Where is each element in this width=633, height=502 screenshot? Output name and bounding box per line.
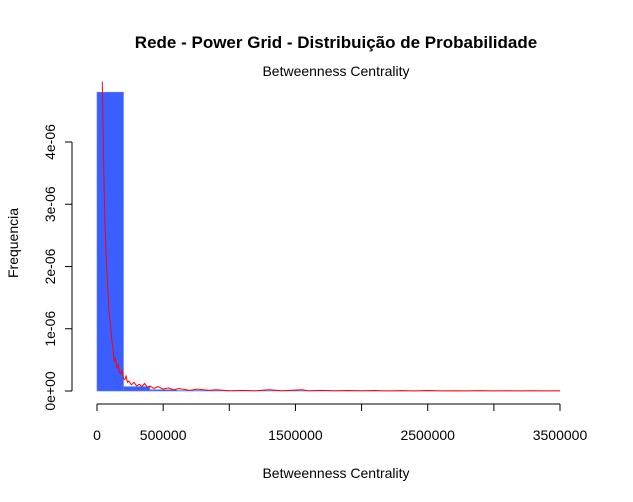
x-tick-label: 2500000 — [400, 427, 455, 443]
y-tick-label: 3e-06 — [42, 186, 58, 222]
histogram-bars — [96, 91, 561, 392]
y-axis-label: Frequencia — [5, 208, 21, 278]
x-tick-label: 0 — [93, 427, 101, 443]
y-tick-label: 1e-06 — [42, 311, 58, 347]
histogram-bar — [149, 389, 177, 392]
chart-subtitle: Betweenness Centrality — [262, 63, 409, 79]
x-tick-label: 3500000 — [533, 427, 588, 443]
x-axis: 0 500000 1500000 2500000 3500000 — [93, 403, 588, 443]
x-tick-label: 1500000 — [268, 427, 323, 443]
histogram-bar — [96, 91, 124, 392]
y-tick-label: 4e-06 — [42, 124, 58, 160]
density-line — [101, 81, 561, 392]
chart-title: Rede - Power Grid - Distribuição de Prob… — [135, 33, 537, 52]
x-tick-label: 500000 — [140, 427, 187, 443]
y-tick-label: 2e-06 — [42, 248, 58, 284]
y-tick-label: 0e+00 — [42, 371, 58, 411]
x-axis-label: Betweenness Centrality — [262, 465, 409, 481]
histogram-bar — [123, 386, 151, 392]
y-axis: 0e+00 1e-06 2e-06 3e-06 4e-06 — [42, 124, 73, 411]
density-line-layer — [101, 81, 561, 392]
